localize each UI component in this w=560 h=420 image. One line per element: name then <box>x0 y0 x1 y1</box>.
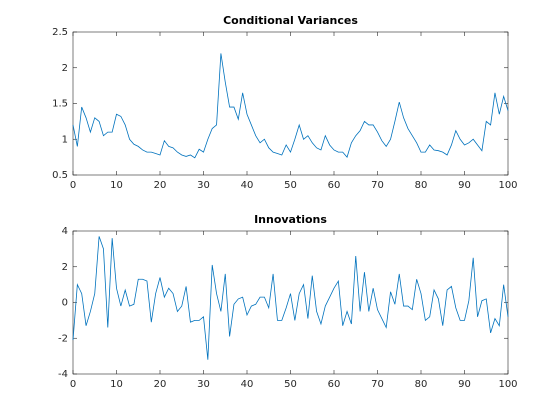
x-tick-label: 20 <box>154 180 167 191</box>
x-tick-label: 50 <box>284 180 297 191</box>
series-line <box>72 236 509 360</box>
chart-title: Innovations <box>254 213 327 226</box>
x-tick-label: 50 <box>284 379 297 390</box>
x-tick-label: 10 <box>110 180 123 191</box>
x-tick-label: 40 <box>241 180 254 191</box>
x-tick-label: 70 <box>371 180 384 191</box>
x-tick-label: 10 <box>110 379 123 390</box>
x-tick-label: 100 <box>498 180 517 191</box>
x-tick-label: 80 <box>415 379 428 390</box>
x-tick-label: 90 <box>458 379 471 390</box>
x-tick-label: 60 <box>328 180 341 191</box>
y-tick-label: 2.5 <box>52 27 68 38</box>
axes-box <box>72 31 509 176</box>
x-tick-label: 40 <box>241 379 254 390</box>
chart-title: Conditional Variances <box>223 14 358 27</box>
y-tick-label: 1.5 <box>52 99 68 110</box>
y-tick-label: 2 <box>62 63 68 74</box>
x-tick-label: 60 <box>328 379 341 390</box>
x-tick-label: 30 <box>197 379 210 390</box>
y-tick-label: 4 <box>62 226 68 237</box>
x-tick-label: 0 <box>70 180 76 191</box>
y-tick-label: -2 <box>58 333 68 344</box>
y-tick-label: -4 <box>58 369 68 380</box>
axes-box <box>72 230 509 375</box>
x-tick-label: 100 <box>498 379 517 390</box>
x-tick-label: 70 <box>371 379 384 390</box>
y-tick-label: 0.5 <box>52 170 68 181</box>
y-tick-label: 0 <box>62 298 68 309</box>
x-tick-label: 20 <box>154 379 167 390</box>
y-tick-label: 1 <box>62 134 68 145</box>
x-tick-label: 80 <box>415 180 428 191</box>
y-tick-label: 2 <box>62 262 68 273</box>
x-tick-label: 90 <box>458 180 471 191</box>
x-tick-label: 30 <box>197 180 210 191</box>
series-line <box>72 53 509 159</box>
x-tick-label: 0 <box>70 379 76 390</box>
